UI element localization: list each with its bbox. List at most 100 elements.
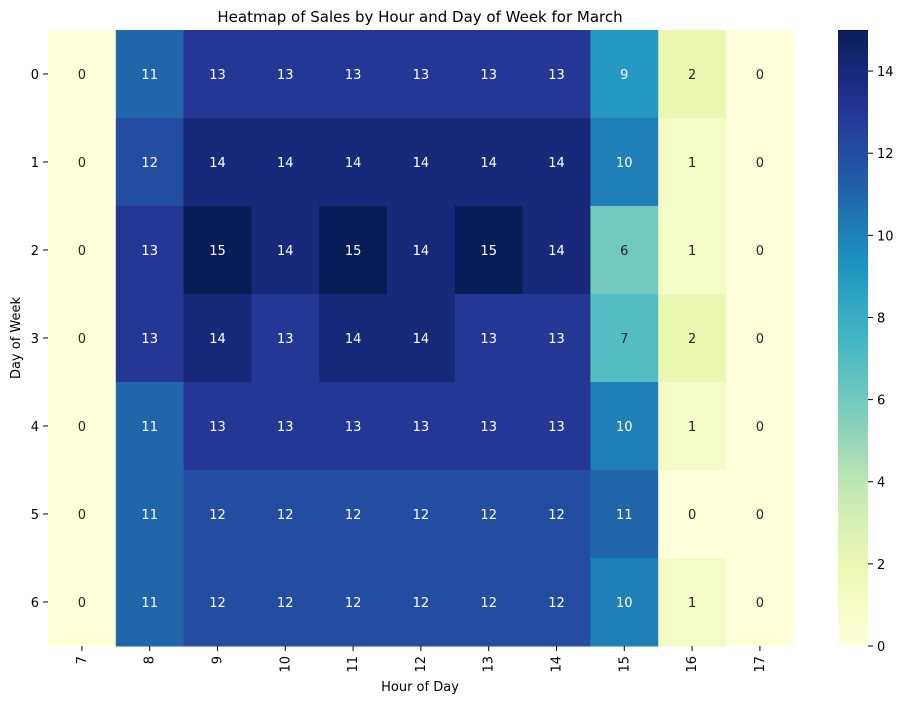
cell-value-label: 0	[688, 508, 696, 523]
cell-value-label: 14	[548, 244, 565, 259]
heatmap-cell	[522, 118, 591, 207]
cell-value-label: 13	[277, 68, 294, 83]
heatmap-cell	[590, 30, 659, 119]
heatmap-cell	[251, 470, 320, 559]
heatmap-cell	[590, 382, 659, 471]
heatmap-cell	[183, 30, 252, 119]
cell-value-label: 2	[688, 332, 696, 347]
heatmap-cell	[183, 470, 252, 559]
heatmap-cell	[658, 558, 727, 647]
y-tick-label: 2	[31, 244, 39, 259]
heatmap-cell	[319, 470, 388, 559]
cell-value-label: 13	[209, 68, 226, 83]
cell-value-label: 12	[480, 508, 497, 523]
cell-value-label: 12	[480, 596, 497, 611]
cell-value-label: 13	[141, 244, 158, 259]
heatmap-cell	[726, 558, 795, 647]
cell-value-label: 1	[688, 596, 696, 611]
cell-value-label: 14	[209, 332, 226, 347]
heatmap-cell	[115, 30, 185, 119]
heatmap-cell	[115, 470, 185, 559]
cell-value-label: 13	[480, 332, 497, 347]
heatmap-cell	[319, 558, 388, 647]
heatmap-cell	[387, 118, 456, 207]
heatmap-cell	[48, 206, 117, 295]
heatmap-cell	[115, 558, 185, 647]
y-tick-label: 3	[31, 332, 39, 347]
heatmap-cell	[183, 382, 252, 471]
cell-value-label: 0	[78, 508, 86, 523]
y-axis-ticks: 0 1 2 3 4 5 6	[31, 68, 48, 611]
heatmap-cell	[183, 118, 252, 207]
heatmap-cell	[590, 206, 659, 295]
x-axis-label: Hour of Day	[381, 680, 459, 695]
heatmap-cell	[48, 470, 117, 559]
heatmap-cell	[387, 206, 456, 295]
heatmap-cell	[183, 558, 252, 647]
cell-value-label: 1	[688, 156, 696, 171]
cell-value-label: 2	[688, 68, 696, 83]
cell-value-label: 0	[756, 508, 764, 523]
x-axis-ticks: 7 8 9 10 11 12 13 14 15 16 17	[75, 646, 768, 673]
cell-value-label: 14	[413, 332, 430, 347]
cell-value-label: 12	[548, 596, 565, 611]
cell-value-label: 0	[78, 332, 86, 347]
heatmap-cell	[319, 206, 388, 295]
cell-value-label: 0	[78, 68, 86, 83]
cell-value-label: 1	[688, 420, 696, 435]
cell-value-label: 13	[209, 420, 226, 435]
heatmap-cell	[522, 294, 591, 383]
y-tick-label: 4	[31, 420, 39, 435]
heatmap-cell	[454, 118, 524, 207]
heatmap-cell	[726, 294, 795, 383]
cell-value-label: 14	[480, 156, 497, 171]
heatmap-cell	[726, 382, 795, 471]
heatmap-cell	[48, 30, 117, 119]
x-tick-label: 17	[753, 656, 768, 673]
cell-value-label: 15	[480, 244, 497, 259]
cell-value-label: 13	[548, 68, 565, 83]
heatmap-cell	[183, 206, 252, 295]
cell-value-label: 13	[345, 68, 362, 83]
colorbar-bar	[838, 30, 868, 646]
cell-value-label: 13	[277, 332, 294, 347]
cell-value-label: 14	[413, 156, 430, 171]
colorbar-tick-label: 12	[877, 147, 894, 162]
cell-value-label: 0	[78, 156, 86, 171]
colorbar-tick-label: 8	[877, 311, 885, 326]
cell-value-label: 11	[141, 596, 158, 611]
heatmap-cell	[48, 382, 117, 471]
heatmap-cell	[183, 294, 252, 383]
heatmap-cell	[726, 30, 795, 119]
cell-value-label: 14	[277, 244, 294, 259]
cell-value-label: 9	[620, 68, 628, 83]
heatmap-cell	[522, 30, 591, 119]
cell-value-label: 11	[141, 68, 158, 83]
heatmap-cell	[319, 382, 388, 471]
cell-value-label: 6	[620, 244, 628, 259]
cell-value-label: 13	[141, 332, 158, 347]
heatmap-cell	[387, 382, 456, 471]
heatmap-cell	[726, 470, 795, 559]
heatmap-cell	[115, 206, 185, 295]
heatmap-cell	[454, 294, 524, 383]
cell-value-label: 12	[345, 596, 362, 611]
heatmap-cell	[251, 206, 320, 295]
cell-value-label: 10	[616, 596, 633, 611]
heatmap-cell	[658, 30, 727, 119]
cell-value-label: 13	[480, 420, 497, 435]
cell-value-label: 15	[345, 244, 362, 259]
heatmap-cell	[658, 294, 727, 383]
cell-value-label: 0	[78, 596, 86, 611]
heatmap-cell	[48, 558, 117, 647]
cell-value-label: 11	[141, 420, 158, 435]
colorbar-tick-label: 14	[877, 65, 894, 80]
cell-value-label: 12	[277, 596, 294, 611]
heatmap-cell	[251, 558, 320, 647]
heatmap-cell	[658, 206, 727, 295]
heatmap-cell	[658, 118, 727, 207]
cell-value-label: 0	[756, 420, 764, 435]
heatmap-cell	[454, 470, 524, 559]
heatmap-cell	[454, 206, 524, 295]
